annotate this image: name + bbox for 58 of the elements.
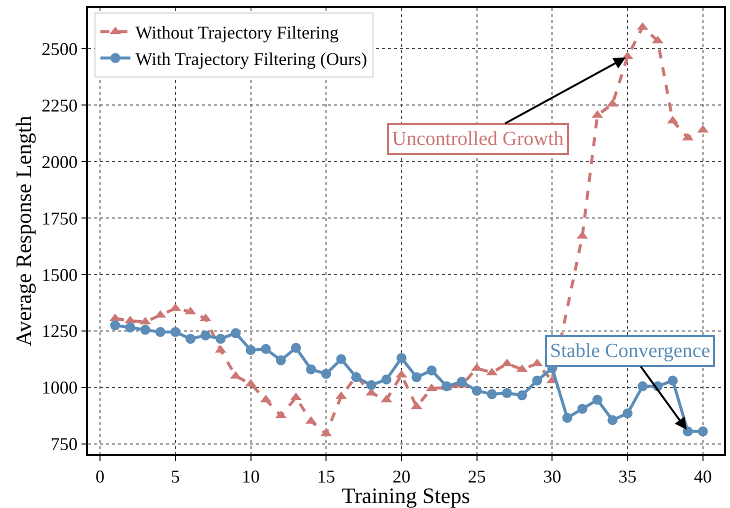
- point: [200, 330, 211, 340]
- point: [290, 342, 301, 353]
- y-tick-label: 2250: [42, 95, 78, 116]
- point: [698, 426, 708, 436]
- point: [306, 364, 316, 374]
- point: [155, 327, 166, 338]
- x-tick-label: 25: [468, 466, 486, 486]
- point: [125, 322, 136, 333]
- point: [276, 355, 286, 366]
- point: [456, 376, 467, 387]
- point: [472, 386, 482, 396]
- point: [140, 324, 150, 335]
- point: [562, 412, 572, 423]
- point: [517, 390, 528, 400]
- legend-label: With Trajectory Filtering (Ours): [135, 49, 368, 70]
- x-tick-label: 0: [96, 466, 105, 486]
- point: [185, 334, 196, 344]
- point: [577, 404, 588, 414]
- y-axis-title: Average Response Length: [10, 116, 36, 346]
- point: [396, 353, 406, 364]
- y-tick-label: 1000: [42, 378, 78, 398]
- point: [682, 426, 693, 436]
- point: [230, 328, 241, 338]
- x-tick-label: 30: [543, 466, 562, 486]
- point: [622, 408, 633, 418]
- point: [502, 388, 512, 398]
- point: [216, 334, 226, 344]
- point: [110, 320, 120, 330]
- y-tick-label: 750: [50, 434, 78, 454]
- point: [607, 415, 618, 426]
- annotation: Uncontrolled Growth: [392, 128, 564, 150]
- point: [351, 372, 362, 382]
- point: [532, 376, 542, 386]
- point: [336, 354, 346, 364]
- x-tick-label: 40: [694, 466, 712, 486]
- x-tick-label: 5: [170, 466, 180, 486]
- legend-label: Without Trajectory Filtering: [135, 22, 339, 43]
- y-tick-label: 1750: [42, 208, 78, 228]
- point: [321, 368, 332, 379]
- y-tick-label: 2500: [42, 38, 78, 59]
- point: [638, 381, 648, 392]
- point: [170, 327, 180, 338]
- y-tick-label: 1250: [42, 321, 78, 342]
- y-tick-label: 1500: [42, 264, 78, 285]
- point: [381, 374, 392, 384]
- point: [426, 365, 437, 376]
- point: [592, 394, 602, 405]
- point: [486, 389, 497, 400]
- point: [412, 372, 422, 382]
- x-tick-label: 35: [618, 466, 637, 486]
- y-tick-label: 2000: [42, 152, 78, 172]
- point: [246, 345, 256, 356]
- x-tick-label: 15: [317, 466, 336, 486]
- point: [366, 380, 376, 390]
- x-tick-label: 10: [242, 466, 260, 486]
- point: [668, 376, 678, 386]
- point: [260, 344, 271, 354]
- annotation: Stable Convergence: [550, 340, 710, 362]
